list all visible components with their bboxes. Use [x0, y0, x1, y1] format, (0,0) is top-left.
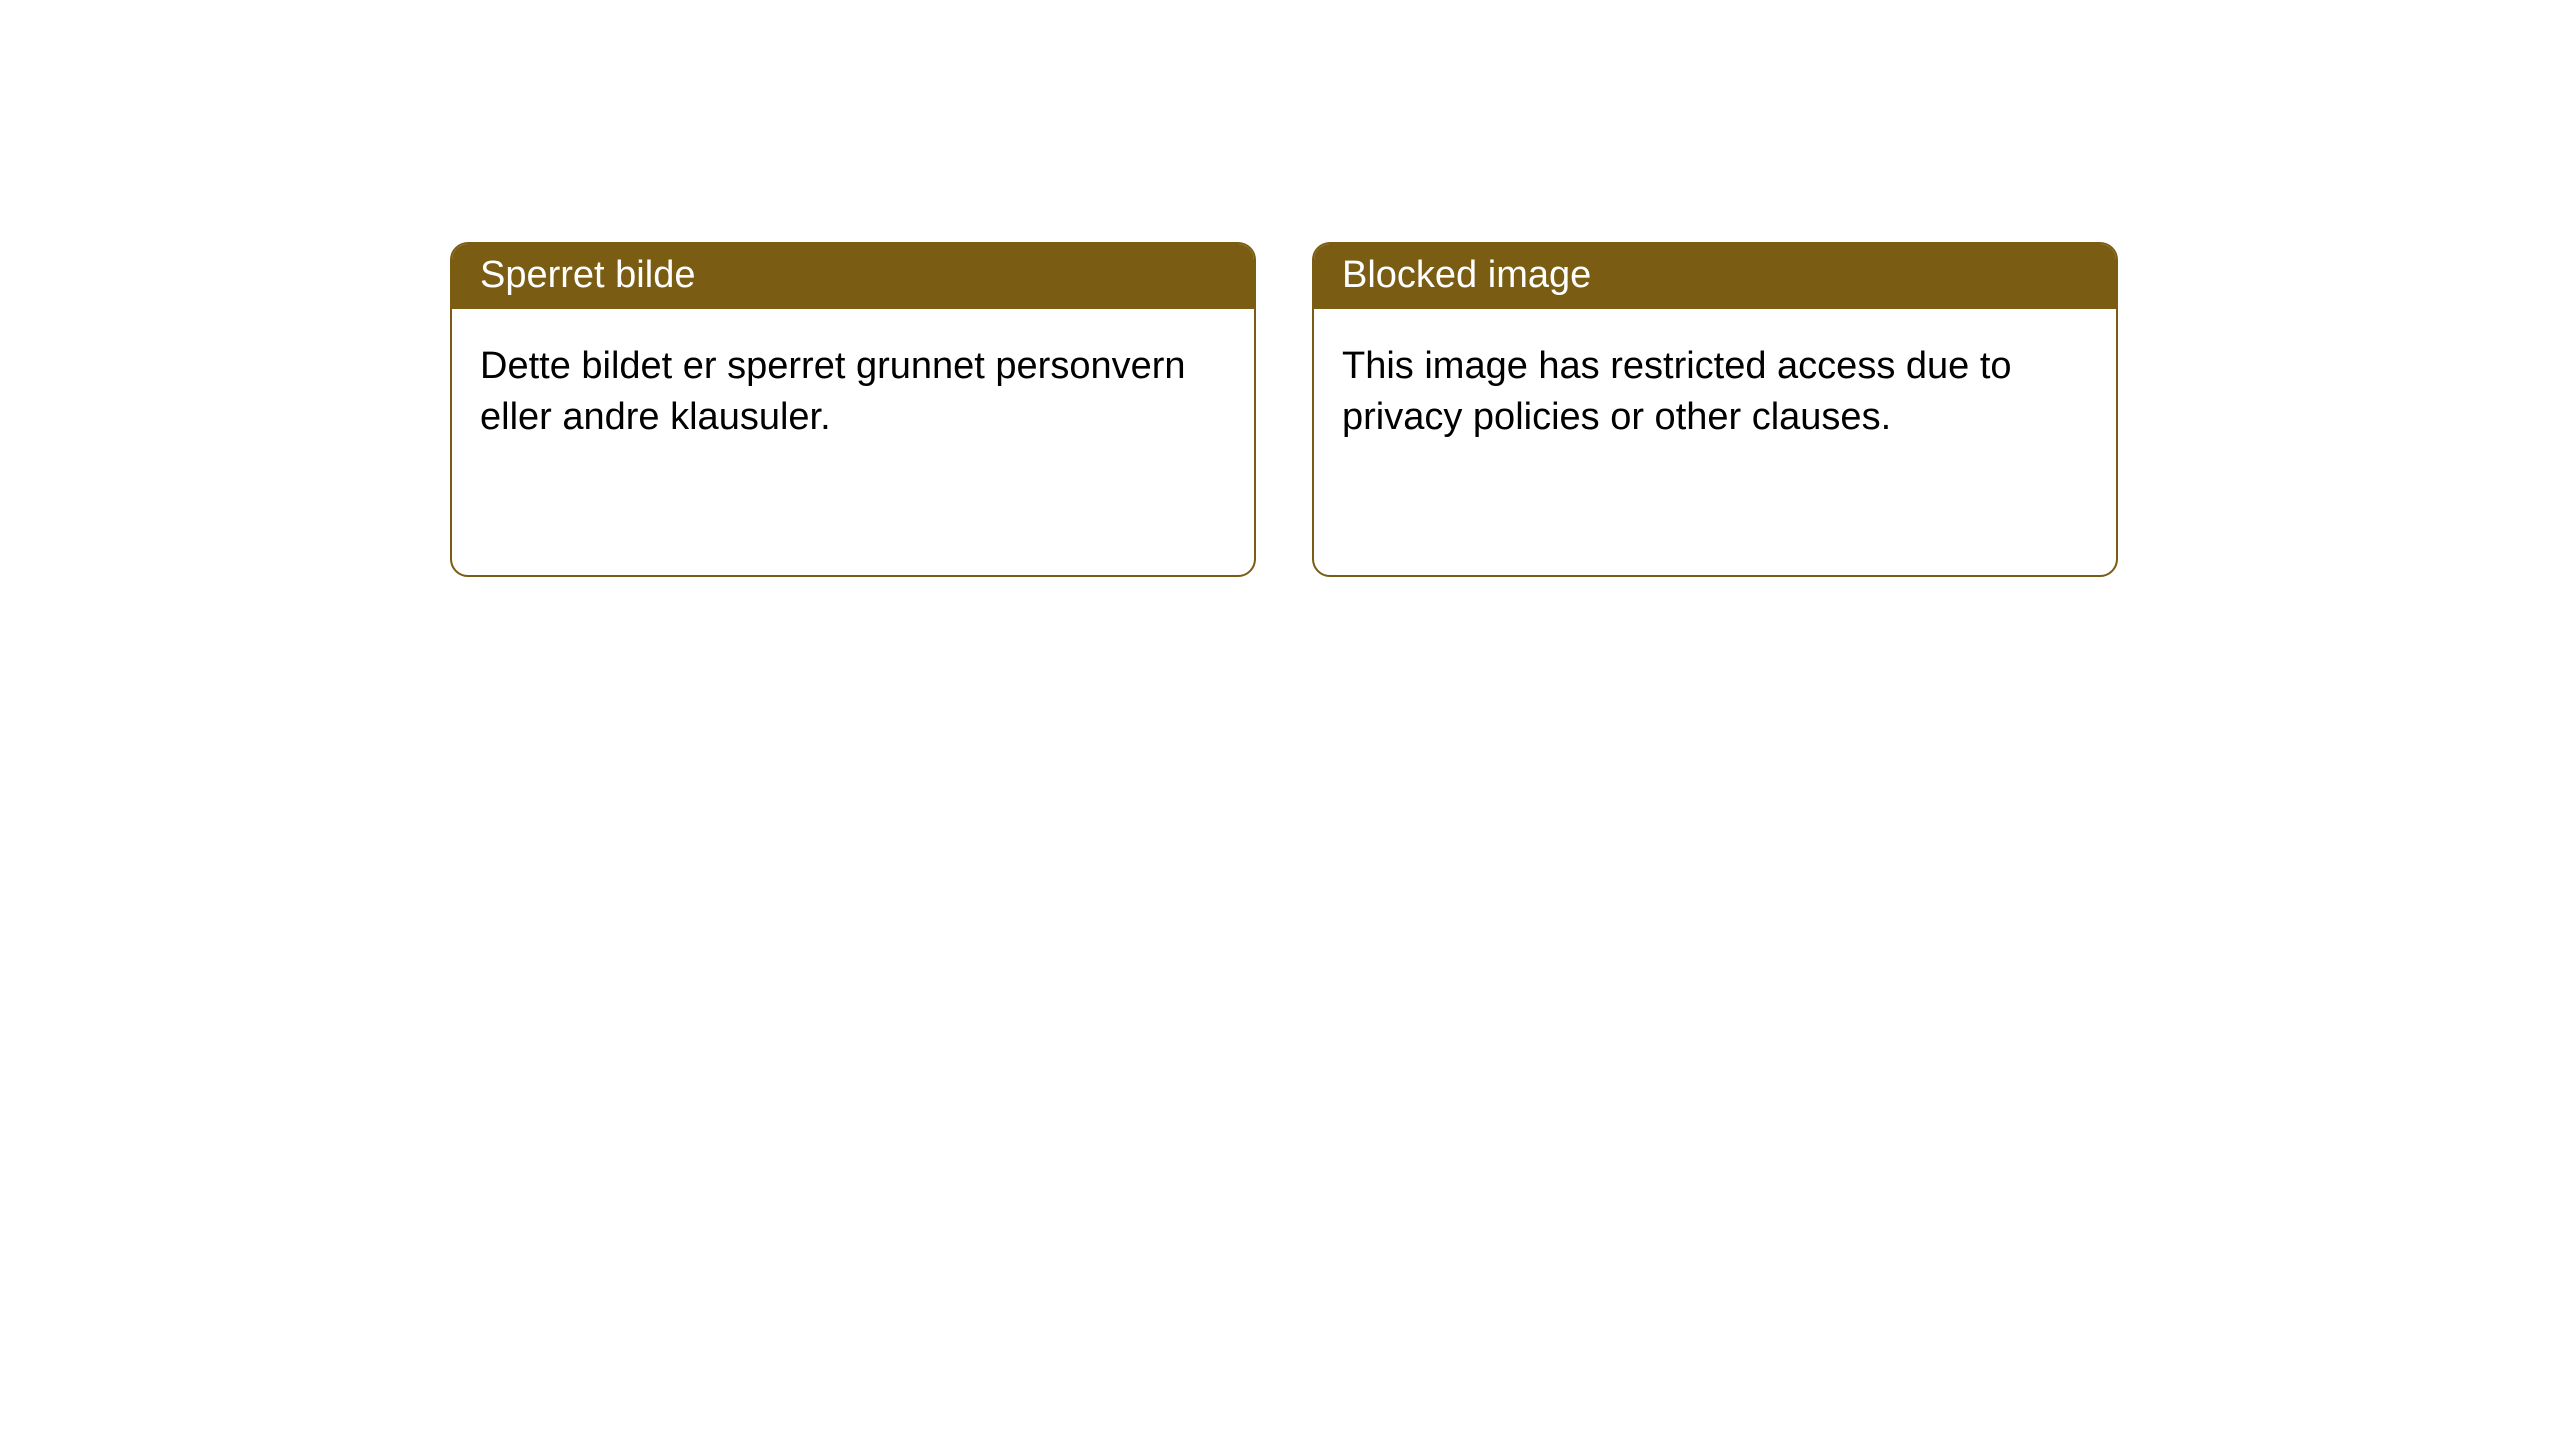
notice-card-english: Blocked image This image has restricted … — [1312, 242, 2118, 577]
card-body: This image has restricted access due to … — [1314, 309, 2116, 476]
notice-container: Sperret bilde Dette bildet er sperret gr… — [0, 0, 2560, 577]
card-header: Blocked image — [1314, 244, 2116, 309]
notice-card-norwegian: Sperret bilde Dette bildet er sperret gr… — [450, 242, 1256, 577]
card-header: Sperret bilde — [452, 244, 1254, 309]
card-body: Dette bildet er sperret grunnet personve… — [452, 309, 1254, 476]
